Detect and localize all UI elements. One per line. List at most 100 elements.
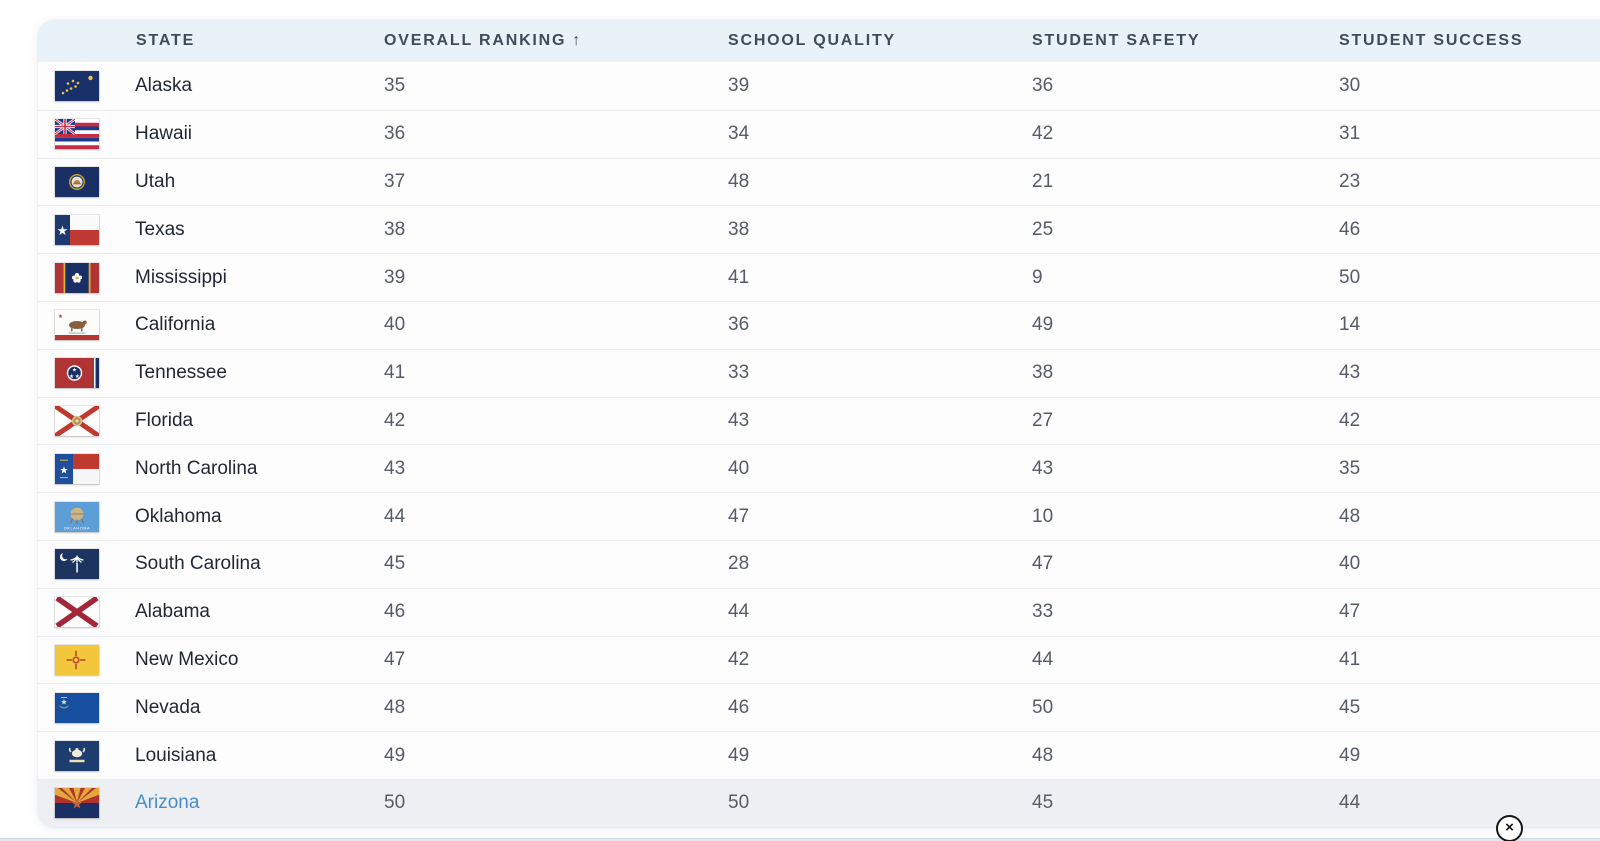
column-header-overall-ranking[interactable]: OVERALL RANKING ↑ xyxy=(384,32,728,50)
state-name-link[interactable]: Nevada xyxy=(135,696,201,718)
student-success-value: 41 xyxy=(1339,648,1361,670)
student-safety-value: 38 xyxy=(1032,362,1054,384)
state-cell: Alaska xyxy=(38,70,384,101)
school-quality-value: 47 xyxy=(728,505,750,527)
state-cell: Utah xyxy=(38,166,384,197)
student-success-value: 43 xyxy=(1339,362,1361,384)
table-row[interactable]: ★ North Carolina 43 40 43 35 xyxy=(38,444,1600,493)
overall-ranking-value: 41 xyxy=(384,362,406,384)
svg-text:★: ★ xyxy=(75,374,80,380)
student-safety-value: 45 xyxy=(1032,792,1054,814)
student-safety-value: 9 xyxy=(1032,266,1043,288)
column-header-state[interactable]: STATE xyxy=(38,32,384,50)
student-success-value: 40 xyxy=(1339,553,1361,575)
state-name-link[interactable]: California xyxy=(135,314,216,336)
column-header-school-quality[interactable]: SCHOOL QUALITY xyxy=(728,32,1032,50)
table-row[interactable]: New Mexico 47 42 44 41 xyxy=(38,635,1600,684)
table-row[interactable]: Alaska 35 39 36 30 xyxy=(38,62,1600,110)
school-quality-value: 41 xyxy=(728,266,750,288)
state-name-link[interactable]: Tennessee xyxy=(135,362,227,384)
student-success-value: 46 xyxy=(1339,218,1361,240)
overall-ranking-value: 48 xyxy=(384,696,406,718)
student-safety-value: 33 xyxy=(1032,601,1054,623)
table-row[interactable]: South Carolina 45 28 47 40 xyxy=(38,539,1600,588)
overall-ranking-value: 38 xyxy=(384,218,406,240)
state-name-link[interactable]: Alaska xyxy=(135,74,193,96)
school-quality-value: 46 xyxy=(728,696,750,718)
table-row[interactable]: ★ Texas 38 38 25 46 xyxy=(38,205,1600,254)
state-cell: ★ California xyxy=(38,310,384,341)
arizona-flag-icon: ★ xyxy=(55,788,99,819)
state-name-link[interactable]: Mississippi xyxy=(135,266,227,288)
table-row[interactable]: Utah 37 48 21 23 xyxy=(38,157,1600,206)
state-name-link[interactable]: Arizona xyxy=(135,792,200,814)
state-name-link[interactable]: Oklahoma xyxy=(135,505,222,527)
overall-ranking-value: 46 xyxy=(384,601,406,623)
state-cell: ★ ★ ★ Tennessee xyxy=(38,358,384,389)
student-safety-value: 25 xyxy=(1032,218,1054,240)
state-name-link[interactable]: North Carolina xyxy=(135,457,258,479)
table-row[interactable]: Mississippi 39 41 9 50 xyxy=(38,253,1600,301)
student-safety-value: 42 xyxy=(1032,123,1054,145)
student-success-value: 48 xyxy=(1339,505,1361,527)
state-cell: ★ Texas xyxy=(38,214,384,245)
student-success-value: 49 xyxy=(1339,744,1361,766)
state-name-link[interactable]: Louisiana xyxy=(135,744,217,766)
table-row[interactable]: Florida 42 43 27 42 xyxy=(38,396,1600,445)
sort-ascending-icon: ↑ xyxy=(572,32,583,49)
overall-ranking-value: 40 xyxy=(384,314,406,336)
table-row[interactable]: ★ Arizona 50 50 45 44 xyxy=(38,778,1600,827)
overall-ranking-value: 42 xyxy=(384,409,406,431)
table-row[interactable]: Hawaii 36 34 42 31 xyxy=(38,109,1600,158)
new-mexico-flag-icon xyxy=(55,644,99,675)
oklahoma-flag-icon: OKLAHOMA xyxy=(55,501,99,532)
overall-ranking-value: 50 xyxy=(384,792,406,814)
state-name-link[interactable]: Texas xyxy=(135,218,185,240)
overall-ranking-value: 43 xyxy=(384,457,406,479)
school-quality-value: 33 xyxy=(728,362,750,384)
table-row[interactable]: Louisiana 49 49 48 49 xyxy=(38,731,1600,779)
student-safety-value: 10 xyxy=(1032,505,1054,527)
table-row[interactable]: ★ ★ ★ Tennessee 41 33 38 43 xyxy=(38,348,1600,397)
state-cell: New Mexico xyxy=(38,644,384,675)
school-quality-value: 38 xyxy=(728,218,750,240)
column-header-student-success[interactable]: STUDENT SUCCESS xyxy=(1339,32,1600,50)
svg-text:★: ★ xyxy=(69,374,74,380)
school-quality-value: 40 xyxy=(728,457,750,479)
student-success-value: 42 xyxy=(1339,409,1361,431)
california-flag-icon: ★ xyxy=(55,310,99,341)
student-safety-value: 43 xyxy=(1032,457,1054,479)
overall-ranking-value: 36 xyxy=(384,123,406,145)
student-success-value: 30 xyxy=(1339,74,1361,96)
table-row[interactable]: Alabama 46 44 33 47 xyxy=(38,587,1600,636)
overall-ranking-value: 39 xyxy=(384,266,406,288)
state-cell: ★ North Carolina xyxy=(38,453,384,484)
table-row[interactable]: ★ California 40 36 49 14 xyxy=(38,300,1600,349)
state-name-link[interactable]: Utah xyxy=(135,170,176,192)
state-name-link[interactable]: Florida xyxy=(135,409,194,431)
overall-ranking-value: 37 xyxy=(384,170,406,192)
svg-text:★: ★ xyxy=(72,368,77,374)
table-body: Alaska 35 39 36 30 Hawaii 36 34 42 31 Ut… xyxy=(38,62,1600,827)
column-header-student-safety-label: STUDENT SAFETY xyxy=(1032,32,1201,49)
student-success-value: 44 xyxy=(1339,792,1361,814)
state-name-link[interactable]: South Carolina xyxy=(135,553,261,575)
overall-ranking-value: 35 xyxy=(384,74,406,96)
overall-ranking-value: 47 xyxy=(384,648,406,670)
svg-text:★: ★ xyxy=(57,223,69,238)
student-success-value: 50 xyxy=(1339,266,1361,288)
table-row[interactable]: ★ Nevada 48 46 50 45 xyxy=(38,683,1600,732)
state-name-link[interactable]: Hawaii xyxy=(135,123,193,145)
column-header-student-safety[interactable]: STUDENT SAFETY xyxy=(1032,32,1339,50)
svg-text:★: ★ xyxy=(60,465,69,476)
column-header-school-quality-label: SCHOOL QUALITY xyxy=(728,32,897,49)
state-name-link[interactable]: New Mexico xyxy=(135,648,239,670)
overall-ranking-value: 44 xyxy=(384,505,406,527)
north-carolina-flag-icon: ★ xyxy=(55,453,99,484)
table-row[interactable]: OKLAHOMA Oklahoma 44 47 10 48 xyxy=(38,492,1600,540)
student-success-value: 23 xyxy=(1339,170,1361,192)
close-icon[interactable]: × xyxy=(1496,815,1523,841)
nevada-flag-icon: ★ xyxy=(55,692,99,723)
school-quality-value: 50 xyxy=(728,792,750,814)
state-name-link[interactable]: Alabama xyxy=(135,601,210,623)
